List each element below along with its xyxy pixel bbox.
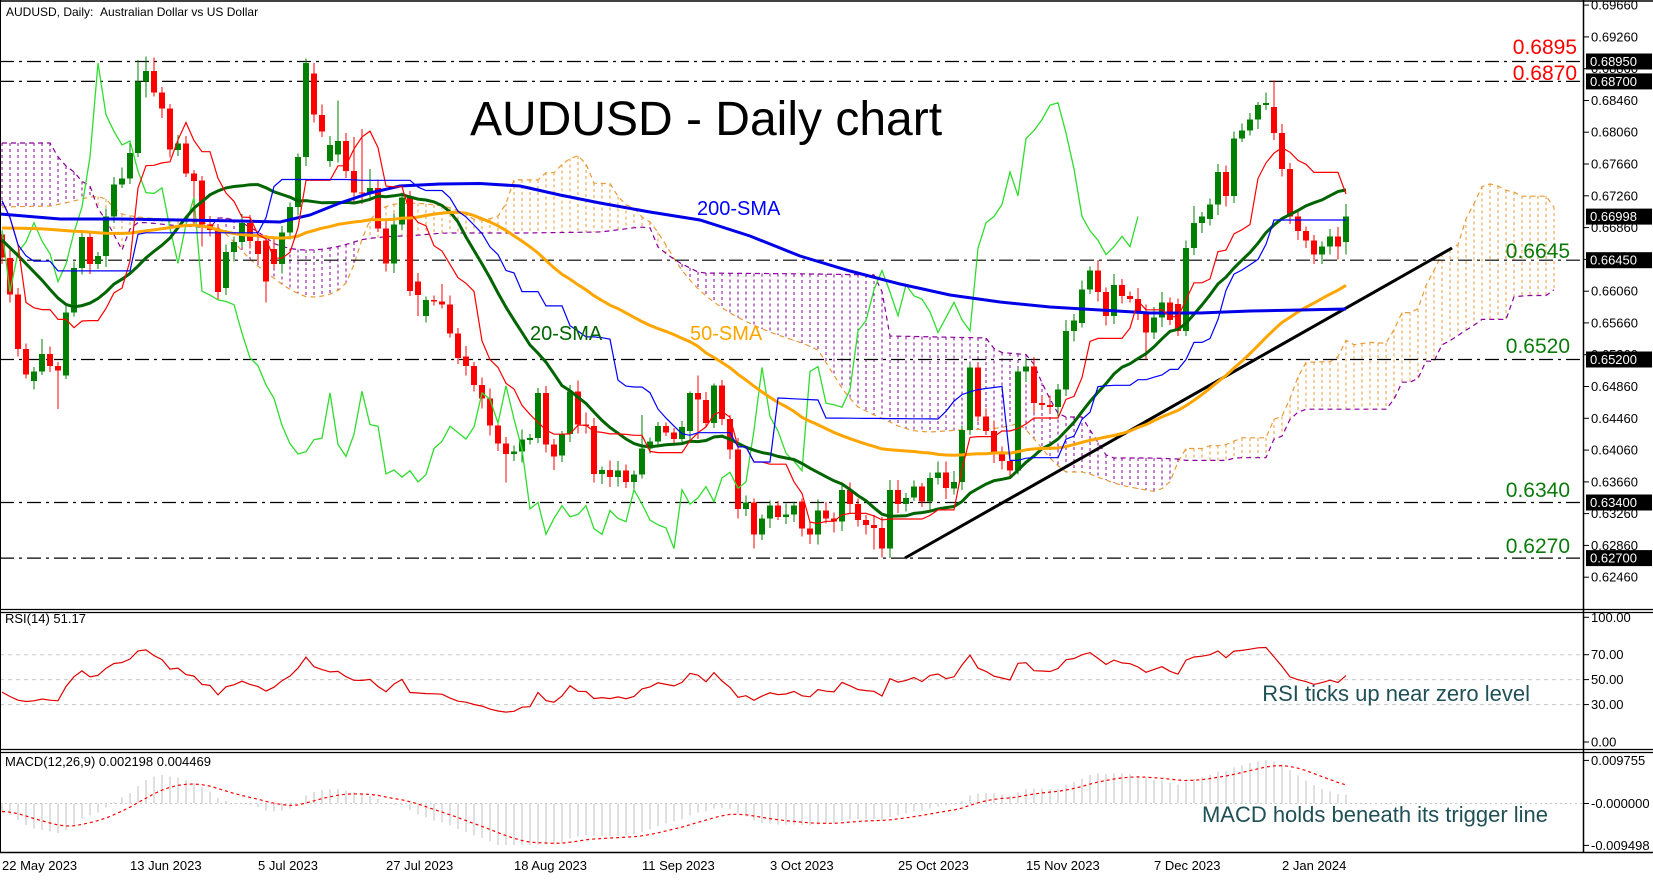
svg-text:0.64460: 0.64460 bbox=[1591, 411, 1638, 426]
svg-text:0.68460: 0.68460 bbox=[1591, 93, 1638, 108]
svg-text:0.64860: 0.64860 bbox=[1591, 379, 1638, 394]
svg-text:AUDUSD - Daily chart: AUDUSD - Daily chart bbox=[470, 93, 942, 146]
svg-text:100.00: 100.00 bbox=[1591, 610, 1631, 625]
svg-text:3 Oct 2023: 3 Oct 2023 bbox=[770, 858, 834, 873]
svg-text:13 Jun 2023: 13 Jun 2023 bbox=[130, 858, 202, 873]
svg-text:0.66450: 0.66450 bbox=[1590, 253, 1637, 268]
svg-text:AUDUSD, Daily: Australian Dol: AUDUSD, Daily: Australian Dollar vs US D… bbox=[6, 5, 258, 19]
svg-text:0.66998: 0.66998 bbox=[1590, 209, 1637, 224]
svg-text:RSI(14) 51.17: RSI(14) 51.17 bbox=[5, 611, 86, 626]
svg-text:0.62460: 0.62460 bbox=[1591, 570, 1638, 585]
svg-text:30.00: 30.00 bbox=[1591, 697, 1624, 712]
svg-text:0.68700: 0.68700 bbox=[1590, 74, 1637, 89]
svg-text:50-SMA: 50-SMA bbox=[690, 323, 763, 345]
svg-text:70.00: 70.00 bbox=[1591, 647, 1624, 662]
svg-text:18 Aug 2023: 18 Aug 2023 bbox=[514, 858, 587, 873]
svg-text:200-SMA: 200-SMA bbox=[697, 198, 781, 220]
svg-text:0.67260: 0.67260 bbox=[1591, 188, 1638, 203]
svg-text:0.69260: 0.69260 bbox=[1591, 29, 1638, 44]
svg-text:-0.009498: -0.009498 bbox=[1591, 838, 1650, 853]
svg-text:0.63660: 0.63660 bbox=[1591, 474, 1638, 489]
svg-text:MACD(12,26,9) 0.002198 0.00446: MACD(12,26,9) 0.002198 0.004469 bbox=[5, 754, 211, 769]
svg-text:0.6520: 0.6520 bbox=[1506, 335, 1570, 358]
svg-text:0.6870: 0.6870 bbox=[1513, 62, 1577, 85]
svg-text:22 May 2023: 22 May 2023 bbox=[2, 858, 77, 873]
svg-text:11 Sep 2023: 11 Sep 2023 bbox=[642, 858, 715, 873]
svg-text:0.6645: 0.6645 bbox=[1506, 240, 1570, 263]
svg-text:5 Jul 2023: 5 Jul 2023 bbox=[258, 858, 318, 873]
svg-text:0.66060: 0.66060 bbox=[1591, 284, 1638, 299]
svg-text:0.62700: 0.62700 bbox=[1590, 551, 1637, 566]
svg-text:0.63400: 0.63400 bbox=[1590, 495, 1637, 510]
svg-text:0.64060: 0.64060 bbox=[1591, 443, 1638, 458]
svg-text:0.65200: 0.65200 bbox=[1590, 352, 1637, 367]
svg-text:0.65660: 0.65660 bbox=[1591, 315, 1638, 330]
svg-text:2 Jan 2024: 2 Jan 2024 bbox=[1282, 858, 1346, 873]
svg-text:20-SMA: 20-SMA bbox=[530, 323, 603, 345]
svg-text:27 Jul 2023: 27 Jul 2023 bbox=[386, 858, 453, 873]
svg-text:-0.000000: -0.000000 bbox=[1591, 796, 1650, 811]
svg-text:0.68950: 0.68950 bbox=[1590, 54, 1637, 69]
svg-text:0.009755: 0.009755 bbox=[1591, 753, 1645, 768]
svg-text:0.6895: 0.6895 bbox=[1513, 36, 1577, 59]
svg-text:0.68060: 0.68060 bbox=[1591, 125, 1638, 140]
svg-text:MACD holds beneath its trigger: MACD holds beneath its trigger line bbox=[1202, 802, 1548, 827]
svg-text:0.69660: 0.69660 bbox=[1591, 0, 1638, 13]
svg-text:25 Oct 2023: 25 Oct 2023 bbox=[898, 858, 969, 873]
svg-text:0.62860: 0.62860 bbox=[1591, 538, 1638, 553]
svg-text:RSI ticks up near zero level: RSI ticks up near zero level bbox=[1262, 681, 1530, 706]
svg-text:7 Dec 2023: 7 Dec 2023 bbox=[1154, 858, 1221, 873]
svg-text:0.00: 0.00 bbox=[1591, 735, 1616, 750]
svg-text:15 Nov 2023: 15 Nov 2023 bbox=[1026, 858, 1100, 873]
svg-text:50.00: 50.00 bbox=[1591, 672, 1624, 687]
svg-text:0.6270: 0.6270 bbox=[1506, 535, 1570, 558]
svg-text:0.67660: 0.67660 bbox=[1591, 157, 1638, 172]
svg-text:0.6340: 0.6340 bbox=[1506, 479, 1570, 502]
